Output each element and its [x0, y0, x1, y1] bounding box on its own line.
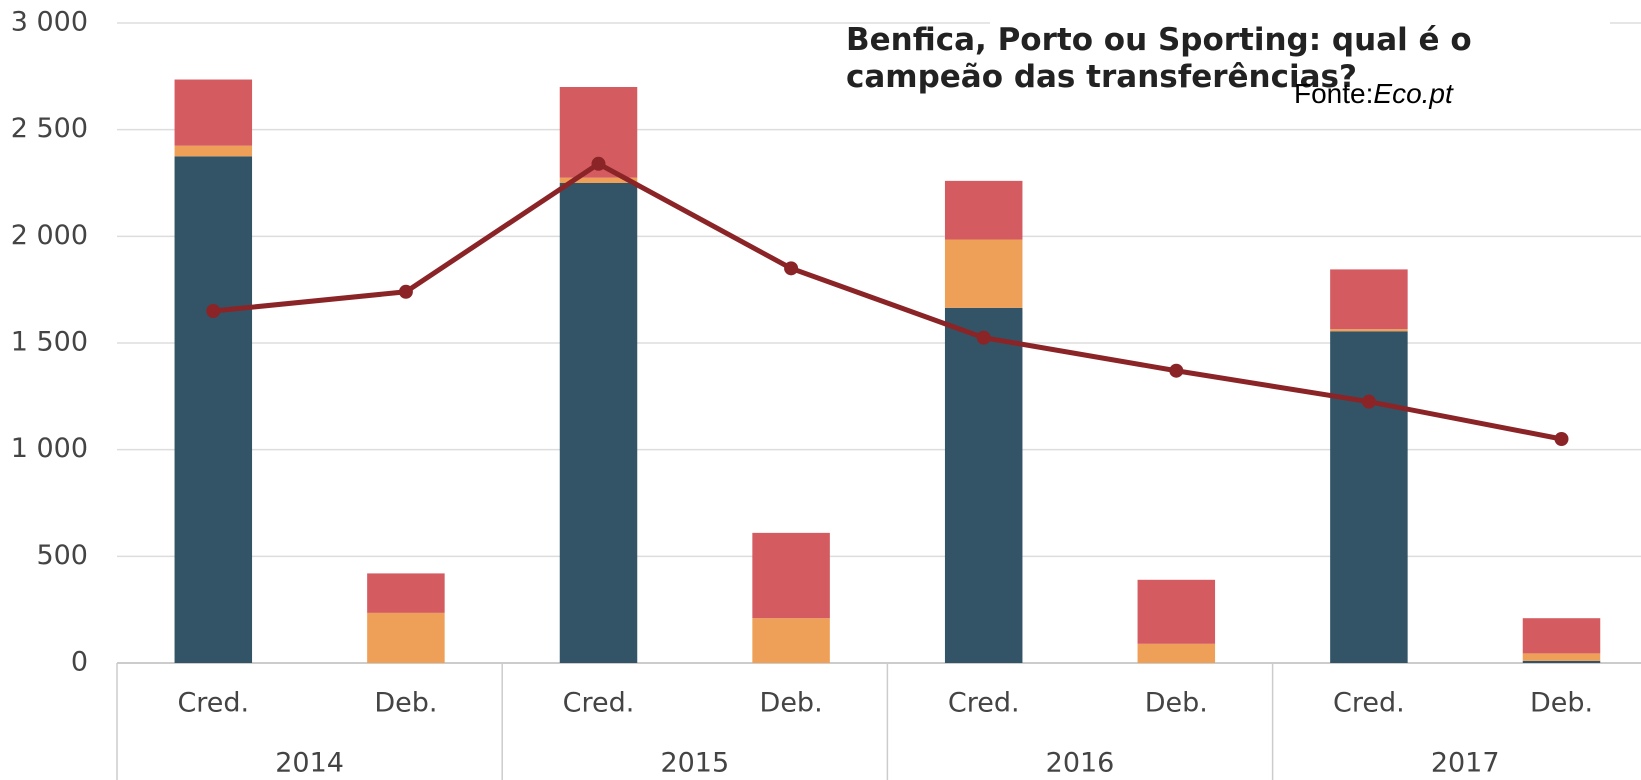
x-tick-label: Cred.: [563, 688, 635, 719]
x-tick-label: Cred.: [177, 688, 249, 719]
y-tick-label: 3 000: [11, 7, 88, 38]
x-tick-label: Deb.: [1145, 688, 1208, 719]
bar-segment: [367, 612, 445, 663]
bar-segment: [559, 183, 638, 663]
bar-segment: [174, 156, 253, 664]
bar-segment: [1137, 643, 1216, 663]
x-tick-label: Deb.: [374, 688, 437, 719]
bar-segment: [1137, 579, 1216, 644]
y-tick-label: 1 000: [11, 433, 88, 464]
line-point: [976, 330, 991, 345]
bar-segment: [944, 180, 1023, 240]
line-point: [398, 284, 413, 299]
x-tick-label: Cred.: [948, 688, 1020, 719]
bar-segment: [1330, 329, 1408, 332]
x-tick-label: Deb.: [760, 688, 823, 719]
y-tick-label: 1 500: [11, 327, 88, 358]
line-point: [206, 304, 221, 318]
bar-segment: [1330, 269, 1408, 330]
source-name: Eco.pt: [1373, 78, 1453, 109]
source: Fonte:Eco.pt: [1294, 78, 1453, 110]
group-label: 2015: [660, 748, 729, 779]
line-point: [1554, 432, 1569, 446]
group-label: 2014: [275, 748, 344, 779]
bar-segment: [559, 177, 638, 183]
x-tick-label: Cred.: [1333, 688, 1405, 719]
line-point: [591, 156, 606, 171]
group-label: 2016: [1046, 748, 1115, 779]
bar-segment: [1522, 653, 1601, 661]
y-tick-label: 0: [71, 647, 88, 678]
bar-segment: [944, 239, 1023, 308]
bar-segment: [752, 532, 830, 619]
bar-segment: [174, 79, 253, 146]
bar-segment: [1522, 618, 1601, 654]
line-point: [1361, 394, 1376, 409]
bar-segment: [944, 307, 1023, 663]
bar-segment: [367, 573, 445, 613]
line-point: [1169, 363, 1184, 378]
group-label: 2017: [1431, 748, 1500, 779]
y-tick-label: 2 500: [11, 113, 88, 144]
x-tick-label: Deb.: [1530, 688, 1593, 719]
bar-segment: [1522, 660, 1601, 663]
bar-segment: [752, 618, 830, 663]
y-tick-label: 500: [36, 540, 88, 571]
bar-segment: [1330, 331, 1408, 663]
bar-segment: [174, 145, 253, 157]
y-tick-label: 2 000: [11, 220, 88, 251]
line: [213, 160, 1562, 442]
title-background: [990, 18, 1610, 116]
source-label: Fonte:: [1294, 78, 1374, 109]
chart-title: Benfica, Porto ou Sporting: qual é o cam…: [846, 22, 1472, 95]
line-point: [784, 261, 799, 276]
